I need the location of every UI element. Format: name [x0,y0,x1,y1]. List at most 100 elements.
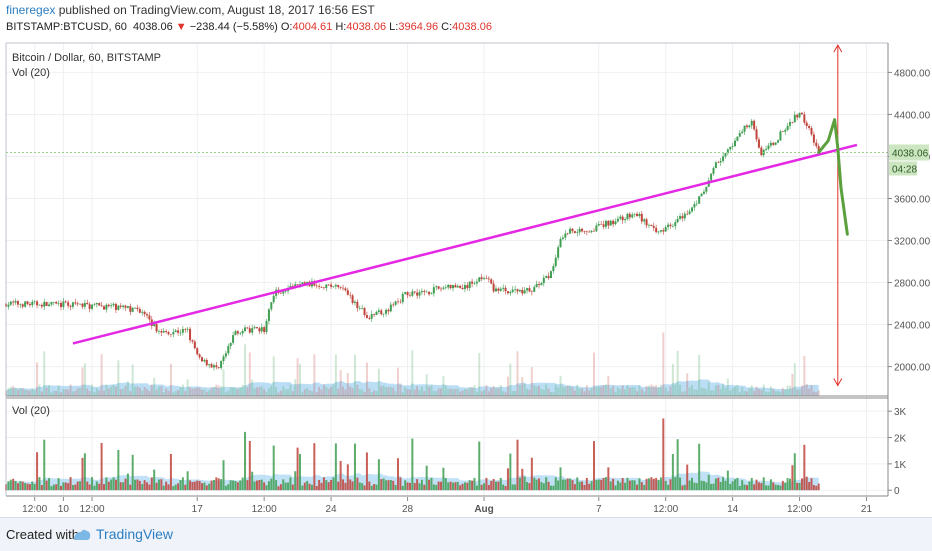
main-pane-volume-bar [234,387,237,396]
main-pane-volume-bar [581,388,584,396]
volume-bar [557,480,560,491]
volume-bar [793,453,796,491]
volume-bar [581,481,584,491]
price-candle-body [748,125,751,128]
price-candle-body [461,287,464,290]
main-pane-volume-bar [523,384,526,396]
volume-bar [643,484,646,491]
volume-bar [272,445,275,491]
price-candle-body [736,136,739,141]
price-candle-body [134,307,137,309]
volume-bar [265,485,268,491]
main-pane-volume-bar [239,387,242,396]
price-candle-body [686,213,689,215]
price-candle-body [691,207,693,212]
price-candle-body [499,288,502,291]
main-pane-volume-bar [485,385,488,396]
volume-bar [451,482,454,491]
main-pane-volume-bar [332,384,335,396]
tradingview-brand-link[interactable]: TradingView [96,526,174,542]
projection-path [817,118,849,236]
price-candle-body [459,286,462,288]
price-candle-body [545,276,548,278]
price-candle-body [679,216,682,219]
volume-bar [246,480,249,491]
main-pane-volume-bar [165,388,168,396]
main-pane-volume-bar [9,386,12,396]
price-candle-body [638,213,641,216]
price-candle-body [26,301,29,304]
price-candle-body [33,301,36,303]
price-candle-body [320,286,323,288]
price-candle-body [339,287,342,288]
price-candle-body [702,191,705,194]
main-pane-volume-bar [784,389,787,396]
main-pane-volume-bar [186,379,189,396]
main-pane-volume-bar [277,392,280,396]
main-pane-volume-bar [490,387,493,396]
volume-bar [506,468,509,491]
main-pane-volume-bar [363,391,366,396]
main-pane-volume-bar [100,354,103,396]
main-pane-volume-bar [583,391,586,396]
price-candle-body [731,146,734,147]
main-pane-volume-bar [36,362,39,396]
price-candle-body [220,361,223,368]
main-pane-volume-bar [28,390,31,396]
volume-bar [576,477,579,491]
main-pane-volume-bar [86,388,89,396]
price-candle-body [294,284,297,287]
volume-bar [275,480,278,491]
main-pane-volume-bar [67,389,70,396]
volume-bar [659,477,662,491]
price-candle-body [714,162,717,169]
volume-bar [743,484,746,491]
price-candle-body [112,303,115,306]
volume-bar [769,479,772,491]
volume-bar [667,484,670,491]
main-pane-volume-bar [480,391,483,396]
x-axis-tick-label: 7 [596,504,602,515]
volume-bar [597,479,600,491]
high-value: 4038.06 [346,21,387,33]
volume-bar [585,477,588,491]
tradingview-logo-icon[interactable] [72,527,92,543]
price-candle-body [695,203,698,205]
main-pane-volume-bar [98,390,101,396]
volume-bar [528,483,531,491]
main-pane-volume-bar [597,386,600,396]
main-pane-volume-bar [380,386,383,396]
price-candle-body [155,324,158,332]
price-candle-body [521,289,524,294]
volume-bar [91,477,94,491]
volume-axis-label: 2K [894,434,907,445]
main-pane-volume-bar [600,386,603,396]
chart-axes[interactable]: 12:00 10 12:00 17 12:00 24 28 Aug 7 12:00 14 12:00 2… [22,68,930,515]
main-volume-label: Vol (20) [12,67,50,79]
price-candle-body [119,305,122,307]
main-pane-volume-bar [413,389,416,396]
main-pane-volume-bar [342,386,345,396]
price-candle-body [542,277,545,284]
volume-bar [459,485,462,491]
open-value: 4004.61 [292,21,333,33]
main-pane-volume-bar [456,388,459,396]
price-axis-label: 4400.00 [894,110,931,121]
volume-bar [509,453,512,491]
price-candle-body [229,342,232,347]
main-pane-volume-bar [267,388,270,396]
symbol-name[interactable]: BITSTAMP:BTCUSD, 60 [6,21,127,33]
main-pane-volume-bar [815,392,818,396]
volume-bar [523,476,526,491]
volume-bar [796,482,799,491]
price-candle-body [549,271,552,279]
volume-bar [442,467,445,491]
main-pane-volume-bar [150,384,153,396]
price-candle-body [179,332,182,334]
author-link[interactable]: fineregex [6,3,56,17]
price-candle-body [222,356,225,362]
main-pane-volume-bar [55,390,58,396]
price-candle-body [330,284,333,287]
main-pane-volume-bar [571,387,574,396]
volume-bar [334,443,337,491]
